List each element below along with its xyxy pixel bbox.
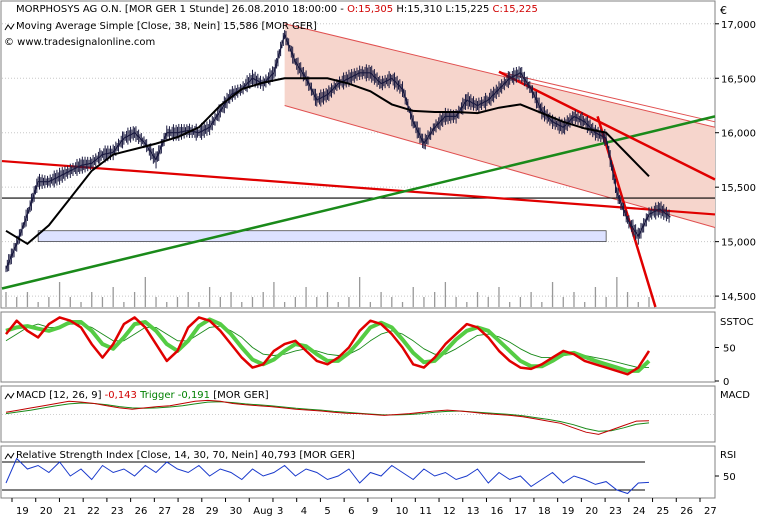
x-tick-label: 19 (562, 506, 575, 517)
x-tick-label: 23 (609, 506, 622, 517)
high-value: H:15,310 (396, 4, 442, 15)
macd-trigger-line (5, 401, 650, 432)
macd-legend: MACD [12, 26, 9] -0,143 Trigger -0,191 [… (16, 390, 269, 401)
rsi-title: RSI (720, 450, 736, 461)
rsi-panel-frame (0, 445, 716, 499)
rsi-series (2, 457, 650, 495)
price-series (5, 30, 671, 273)
macd-title: MACD (720, 390, 750, 401)
price-tick-label: 17,000 (721, 20, 756, 31)
zigzag-icon (4, 23, 15, 31)
macd-params: MACD [12, 26, 9] (16, 390, 102, 401)
symbol-text: MORPHOSYS AG O.N. [MOR GER 1 Stunde] (16, 4, 229, 15)
x-tick-label: 17 (514, 506, 527, 517)
x-tick-label: 18 (538, 506, 551, 517)
sstoc-fast-line (5, 316, 651, 376)
price-tick-label: 15,500 (721, 183, 756, 194)
x-tick-label: 9 (372, 506, 378, 517)
x-tick-label: 4 (301, 506, 307, 517)
x-tick-label: 10 (396, 506, 409, 517)
x-tick-label: 22 (87, 506, 100, 517)
x-tick-label: 20 (585, 506, 598, 517)
macd-line (5, 399, 650, 435)
x-tick-label: 16 (490, 506, 503, 517)
rsi-tick-label: 50 (723, 472, 736, 483)
trigger-value: -0,191 (178, 390, 210, 401)
x-tick-label: 26 (135, 506, 148, 517)
macd-zigzag-icon (4, 392, 15, 400)
sstoc-signal-line (5, 323, 649, 369)
x-tick-label: 29 (206, 506, 219, 517)
x-tick-label: 27 (704, 506, 717, 517)
sstoc-series (5, 316, 651, 376)
x-tick-label: 20 (40, 506, 53, 517)
x-tick-label: 30 (230, 506, 243, 517)
x-tick-label: 26 (680, 506, 693, 517)
ma-legend: Moving Average Simple [Close, 38, Nein] … (16, 21, 317, 32)
x-tick-label: 13 (467, 506, 480, 517)
sstoc-tick-label: 50 (723, 344, 736, 355)
trigger-label: Trigger (139, 390, 175, 401)
steep-downtrend-line (498, 70, 716, 181)
macd-suffix: [MOR GER] (213, 390, 269, 401)
rsi-zigzag-icon (4, 452, 15, 460)
close-value: C:15,225 (493, 4, 538, 15)
x-tick-label: 11 (419, 506, 432, 517)
x-tick-label: 24 (633, 506, 646, 517)
low-value: L:15,225 (445, 4, 489, 15)
x-tick-label: 27 (158, 506, 171, 517)
open-value: O:15,305 (347, 4, 393, 15)
long-downtrend-line (1, 159, 716, 216)
support-zone-box (37, 230, 607, 242)
x-tick-label: Aug (253, 506, 273, 517)
header-symbol: MORPHOSYS AG O.N. [MOR GER 1 Stunde] 26.… (16, 4, 538, 15)
datetime-text: 26.08.2010 18:00:00 (232, 4, 337, 15)
x-tick-label: 21 (63, 506, 76, 517)
rsi-line (5, 457, 650, 495)
sstoc-slow-line (5, 317, 651, 373)
upper-boundary-line (498, 71, 716, 123)
macd-value: -0,143 (105, 390, 137, 401)
sstoc-panel-frame (0, 311, 716, 383)
sstoc-tick-label: 0 (723, 377, 729, 388)
price-tick-label: 14,500 (721, 292, 756, 303)
price-tick-label: 15,000 (721, 238, 756, 249)
x-tick-label: 6 (348, 506, 354, 517)
x-tick-label: 19 (16, 506, 29, 517)
axes: 14,500 15,000 15,500 16,000 16,500 17,000 0 50 5… (11, 20, 756, 517)
drawing-tools (1, 23, 716, 308)
moving-average-series (5, 77, 650, 246)
x-tick-label: 28 (182, 506, 195, 517)
price-tick-label: 16,500 (721, 74, 756, 85)
volume-bars (5, 277, 650, 307)
x-tick-label: 3 (277, 506, 283, 517)
x-tick-label: 25 (657, 506, 670, 517)
currency-symbol: € (720, 4, 727, 17)
rsi-legend: Relative Strength Index [Close, 14, 30, … (16, 450, 355, 461)
channel-upper-line (284, 23, 716, 128)
moving-average-line (5, 77, 650, 246)
uptrend-line (1, 115, 716, 290)
separator-text: - (340, 4, 344, 15)
channel-lower-line (284, 105, 716, 228)
sstoc-title: SSTOC (720, 317, 754, 328)
macd-series (2, 399, 715, 435)
x-tick-label: 5 (324, 506, 330, 517)
x-tick-label: 23 (111, 506, 124, 517)
price-tick-label: 16,000 (721, 129, 756, 140)
regression-channel (284, 23, 715, 228)
copyright-text[interactable]: © www.tradesignalonline.com (4, 37, 155, 48)
x-tick-label: 12 (443, 506, 456, 517)
